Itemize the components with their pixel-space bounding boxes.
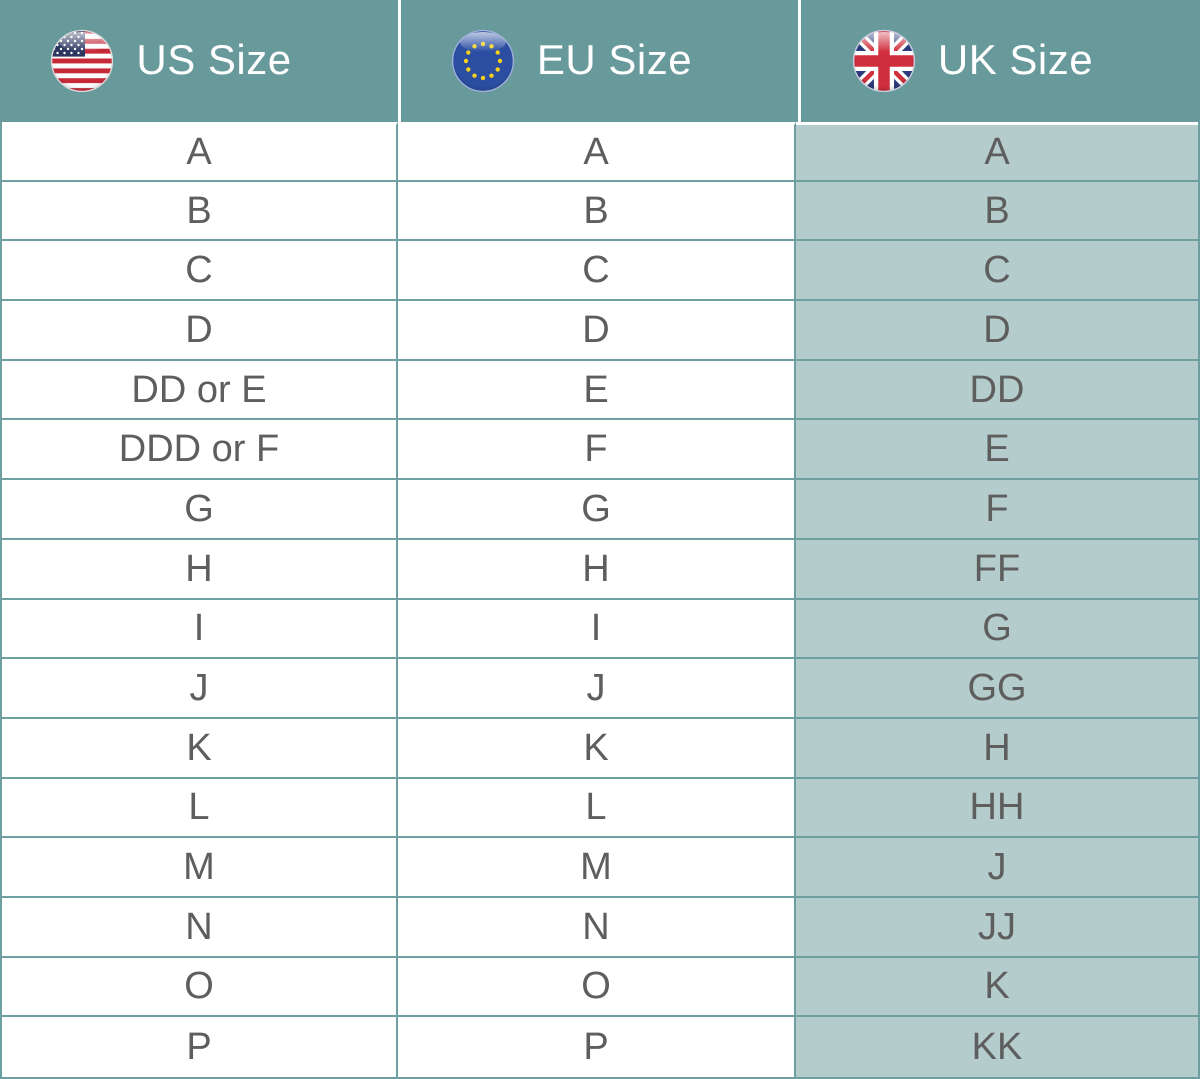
table-row: J J GG [2, 659, 1198, 719]
eu-size-cell: J [398, 659, 796, 719]
uk-size-cell: HH [796, 778, 1198, 839]
table-body: A A A B B B C C C D D D DD or E E DD DDD… [0, 122, 1200, 1079]
header-uk-size: UK Size [801, 0, 1200, 122]
us-size-cell: P [2, 1017, 398, 1077]
table-row: A A A [2, 122, 1198, 182]
uk-size-cell: C [796, 241, 1198, 302]
uk-size-cell: J [796, 838, 1198, 898]
uk-size-cell: F [796, 480, 1198, 540]
eu-size-cell: P [398, 1017, 796, 1077]
us-size-cell: C [2, 241, 398, 302]
eu-size-cell: I [398, 599, 796, 660]
table-row: L L HH [2, 778, 1198, 839]
us-size-cell: J [2, 659, 398, 719]
us-size-cell: O [2, 957, 398, 1018]
us-size-cell: N [2, 897, 398, 958]
eu-size-cell: F [398, 420, 796, 481]
uk-size-cell: E [796, 420, 1198, 481]
us-size-cell: H [2, 539, 398, 600]
table-header: US Size [0, 0, 1200, 122]
uk-size-cell: DD [796, 360, 1198, 421]
eu-size-cell: L [398, 778, 796, 839]
table-row: O O K [2, 957, 1198, 1018]
eu-size-cell: B [398, 181, 796, 242]
uk-size-cell: GG [796, 659, 1198, 719]
eu-size-cell: O [398, 957, 796, 1018]
us-size-cell: L [2, 778, 398, 839]
eu-flag-icon [451, 29, 515, 93]
table-row: DD or E E DD [2, 360, 1198, 421]
us-size-cell: I [2, 599, 398, 660]
eu-size-cell: K [398, 718, 796, 779]
table-row: B B B [2, 181, 1198, 242]
uk-size-cell: A [796, 122, 1198, 182]
table-row: N N JJ [2, 897, 1198, 958]
header-uk-label: UK Size [937, 36, 1094, 83]
table-row: H H FF [2, 539, 1198, 600]
eu-size-cell: H [398, 539, 796, 600]
uk-size-cell: D [796, 301, 1198, 361]
table-row: DDD or F F E [2, 420, 1198, 481]
header-eu-label: EU Size [536, 36, 693, 83]
table-row: M M J [2, 838, 1198, 898]
header-us-label: US Size [136, 36, 292, 83]
uk-size-cell: G [796, 599, 1198, 660]
us-size-cell: DDD or F [2, 420, 398, 481]
uk-size-cell: K [796, 957, 1198, 1018]
us-size-cell: A [2, 122, 398, 182]
us-size-cell: B [2, 181, 398, 242]
us-flag-icon [50, 29, 114, 93]
us-size-cell: M [2, 838, 398, 898]
eu-size-cell: C [398, 241, 796, 302]
uk-flag-icon [852, 29, 916, 93]
eu-size-cell: M [398, 838, 796, 898]
uk-size-cell: JJ [796, 897, 1198, 958]
header-us-size: US Size [0, 0, 398, 122]
table-row: P P KK [2, 1017, 1198, 1077]
us-size-cell: G [2, 480, 398, 540]
table-row: G G F [2, 480, 1198, 540]
table-row: C C C [2, 241, 1198, 302]
table-row: D D D [2, 301, 1198, 361]
eu-size-cell: N [398, 897, 796, 958]
uk-size-cell: H [796, 718, 1198, 779]
table-row: K K H [2, 718, 1198, 779]
uk-size-cell: FF [796, 539, 1198, 600]
eu-size-cell: D [398, 301, 796, 361]
table-row: I I G [2, 599, 1198, 660]
uk-size-cell: KK [796, 1017, 1198, 1077]
us-size-cell: DD or E [2, 360, 398, 421]
eu-size-cell: A [398, 122, 796, 182]
uk-size-cell: B [796, 181, 1198, 242]
us-size-cell: D [2, 301, 398, 361]
eu-size-cell: G [398, 480, 796, 540]
us-size-cell: K [2, 718, 398, 779]
header-eu-size: EU Size [401, 0, 798, 122]
eu-size-cell: E [398, 360, 796, 421]
